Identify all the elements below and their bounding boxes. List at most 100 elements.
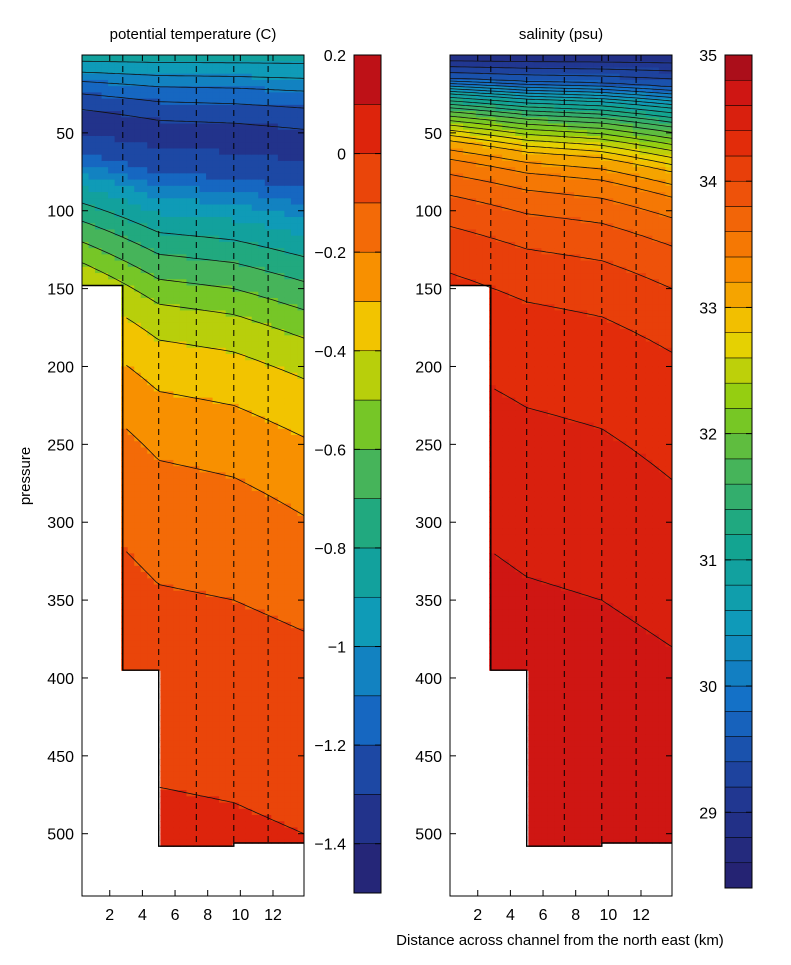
field-cell <box>147 148 155 156</box>
field-cell <box>489 596 497 604</box>
field-cell <box>232 378 240 386</box>
field-cell <box>534 447 543 455</box>
field-cell <box>173 198 181 206</box>
field-cell <box>127 572 135 579</box>
field-cell <box>508 260 516 268</box>
field-cell <box>495 609 503 617</box>
field-cell <box>245 690 253 698</box>
field-cell <box>297 198 304 206</box>
field-cell <box>206 79 214 87</box>
field-cell <box>238 142 246 150</box>
field-cell <box>160 111 168 118</box>
field-cell <box>528 696 536 704</box>
field-cell <box>495 628 503 635</box>
field-cell <box>297 815 304 822</box>
field-cell <box>206 802 214 810</box>
field-cell <box>199 734 207 741</box>
field-cell <box>95 179 103 187</box>
field-cell <box>219 603 227 611</box>
field-cell <box>127 341 135 349</box>
field-cell <box>88 279 96 287</box>
field-cell <box>297 435 304 442</box>
field-cell <box>489 659 497 667</box>
field-cell <box>534 653 543 660</box>
field-cell <box>140 410 148 417</box>
field-cell <box>251 428 259 436</box>
field-cell <box>258 559 266 567</box>
field-cell <box>521 61 529 69</box>
field-cell <box>264 478 272 486</box>
field-cell <box>508 360 516 368</box>
field-cell <box>166 366 175 374</box>
field-cell <box>232 808 240 816</box>
field-cell <box>206 210 214 218</box>
field-cell <box>160 690 168 698</box>
field-cell <box>121 385 129 392</box>
field-cell <box>515 509 523 517</box>
field-cell <box>515 403 523 411</box>
field-cell <box>153 148 161 156</box>
field-cell <box>238 765 246 773</box>
field-cell <box>476 55 484 62</box>
field-cell <box>528 590 536 598</box>
field-cell <box>166 135 175 143</box>
field-cell <box>271 665 279 673</box>
field-cell <box>521 553 529 561</box>
field-cell <box>153 273 161 280</box>
field-cell <box>534 235 543 243</box>
field-cell <box>225 391 233 399</box>
field-cell <box>547 86 556 93</box>
field-cell <box>264 640 272 648</box>
field-cell <box>179 690 188 698</box>
field-cell <box>140 304 148 312</box>
field-cell <box>297 472 304 480</box>
field-cell <box>482 260 490 268</box>
field-cell <box>528 459 536 467</box>
field-cell <box>547 123 556 131</box>
field-cell <box>179 808 188 816</box>
field-cell <box>166 347 175 355</box>
field-cell <box>101 179 109 187</box>
field-cell <box>297 310 304 318</box>
field-cell <box>463 204 471 212</box>
field-cell <box>297 160 304 168</box>
field-cell <box>88 73 96 81</box>
field-cell <box>225 160 233 168</box>
field-cell <box>173 628 181 635</box>
field-cell <box>271 410 279 417</box>
field-cell <box>541 740 549 748</box>
field-cell <box>101 61 109 69</box>
field-cell <box>271 92 279 100</box>
field-cell <box>245 397 253 405</box>
field-cell <box>199 515 207 523</box>
field-cell <box>212 248 220 255</box>
field-cell <box>166 291 175 299</box>
field-cell <box>95 198 103 206</box>
field-cell <box>166 297 175 305</box>
field-cell <box>212 142 220 150</box>
field-cell <box>495 378 503 386</box>
field-cell <box>219 696 227 704</box>
contour-line <box>126 317 304 380</box>
field-cell <box>502 391 510 399</box>
field-cell <box>212 553 220 561</box>
field-cell <box>502 117 510 125</box>
field-cell <box>284 808 292 816</box>
field-cell <box>297 665 304 673</box>
field-cell <box>173 260 181 268</box>
field-cell <box>166 354 175 361</box>
field-cell <box>264 248 272 255</box>
field-cell <box>456 154 464 162</box>
field-cell <box>219 677 227 685</box>
field-cell <box>173 73 181 81</box>
field-cell <box>251 297 259 305</box>
field-cell <box>219 67 227 75</box>
field-cell <box>225 142 233 150</box>
field-cell <box>206 372 214 380</box>
field-cell <box>121 117 129 125</box>
field-cell <box>521 366 529 374</box>
field-cell <box>515 466 523 473</box>
field-cell <box>219 111 227 118</box>
field-cell <box>193 696 201 704</box>
field-cell <box>160 709 168 716</box>
